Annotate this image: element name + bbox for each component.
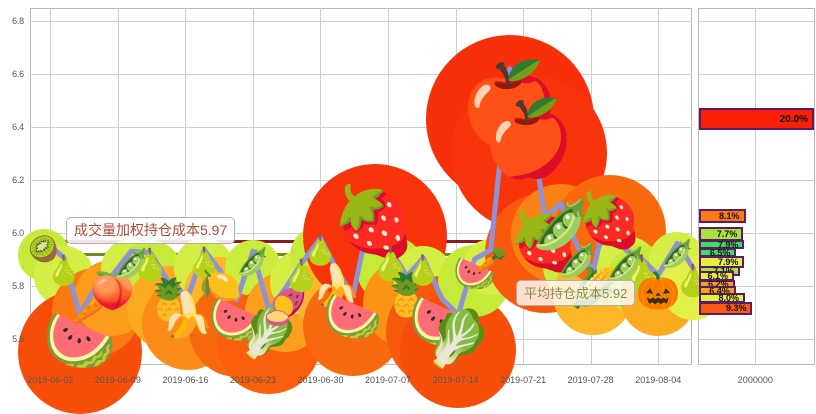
- y-gridline-volume: [698, 285, 815, 287]
- price-polyline: [41, 66, 696, 318]
- volume-price-bar: 9.3%: [699, 301, 753, 315]
- price-point-marker-pear: 🍐: [302, 233, 339, 267]
- price-point-marker-beet: 🍠: [261, 283, 309, 328]
- price-point-marker-apple: 🍎: [482, 95, 575, 182]
- price-point-marker-pineapple: 🍍: [144, 276, 194, 323]
- volume-price-bar: 8.0%: [699, 292, 745, 303]
- y-axis-tick: 5.8: [12, 280, 24, 291]
- volume-bar-label: 8.1%: [719, 210, 740, 221]
- price-point-marker-peapod: 🫛: [236, 246, 270, 278]
- volume-bar-label: 6.2%: [708, 279, 729, 290]
- volume-axis-tick: 2000000: [737, 375, 773, 385]
- volume-bar-label: 7.7%: [716, 229, 738, 240]
- price-point-marker-peapod: 🫛: [557, 241, 598, 280]
- x-axis-tick: 2019-06-23: [229, 375, 276, 385]
- volume-bar-label: 8.0%: [718, 292, 739, 303]
- price-point-marker-peapod: 🫛: [660, 238, 694, 270]
- price-point-marker-peapod: 🫛: [113, 246, 150, 280]
- y-axis-tick: 6.4: [12, 122, 24, 132]
- x-gridline: [455, 8, 457, 365]
- x-gridline: [50, 8, 52, 365]
- price-point-marker-strawberry: 🍓: [509, 208, 581, 275]
- volume-bar-label: 20.0%: [779, 113, 808, 125]
- price-point-marker-pineapple: 🍍: [380, 269, 433, 319]
- x-axis-tick: 2019-07-07: [364, 375, 412, 385]
- x-axis-tick: 2019-07-28: [567, 375, 614, 385]
- price-point-marker-apple: 🍎: [459, 57, 560, 151]
- volume-price-bar: 8.1%: [699, 208, 746, 223]
- volume-bar-label: 6.4%: [709, 285, 730, 296]
- y-axis-tick: 6.8: [12, 16, 24, 27]
- y-gridline: [30, 74, 692, 76]
- price-point-marker-radish: 🥬: [423, 306, 493, 371]
- price-point-marker-peapod: 🫛: [605, 245, 646, 284]
- volume-bar-label: 6.5%: [709, 247, 731, 258]
- average-cost-label: 平均持仓成本5.92: [516, 280, 636, 306]
- y-axis-tick: 5.6: [12, 333, 24, 344]
- x-axis-tick: 2019-06-30: [297, 375, 344, 385]
- volume-price-bar: 20.0%: [699, 108, 814, 131]
- y-gridline-volume: [698, 74, 815, 76]
- volume-bar-label: 7.9%: [717, 239, 739, 250]
- y-axis-tick: 6.2: [12, 174, 24, 185]
- price-point-marker-watermelon-slice: 🍉: [408, 290, 476, 353]
- volume-bar-label: 7.9%: [717, 256, 739, 267]
- x-gridline: [252, 8, 254, 365]
- price-point-marker-kiwi: 🥝: [28, 234, 59, 264]
- price-point-marker-banana: 🍌: [311, 263, 362, 310]
- y-axis-tick: 6.6: [12, 69, 24, 80]
- volume-price-bar: 7.7%: [699, 227, 744, 242]
- price-point-marker-radish: 🥬: [238, 302, 300, 361]
- weighted-cost-label: 成交量加权持仓成本5.97: [66, 217, 236, 244]
- y-gridline-volume: [698, 232, 815, 234]
- x-axis-tick: 2019-06-02: [27, 375, 74, 385]
- volume-price-bar: 7.9%: [699, 255, 745, 268]
- x-gridline: [658, 8, 660, 365]
- x-gridline: [117, 8, 119, 365]
- price-point-marker-watermelon: 🍉: [208, 293, 266, 347]
- x-axis-tick: 2019-06-16: [162, 375, 209, 385]
- price-point-marker-pumpkin: 🎃: [635, 270, 681, 312]
- price-point-marker-pear: 🍐: [282, 258, 321, 294]
- y-gridline: [30, 127, 692, 128]
- volume-bar-label: 6.1%: [707, 271, 729, 282]
- price-point-marker-watermelon: 🍉: [43, 305, 117, 375]
- y-axis-tick: 6.0: [12, 227, 24, 238]
- volume-bar-label: 7.1%: [713, 266, 738, 276]
- price-point-marker-carrot: 🥕: [474, 245, 508, 277]
- x-axis-tick: 2019-07-21: [500, 375, 547, 385]
- price-point-marker-watermelon: 🍉: [323, 289, 383, 345]
- price-point-marker-pear: 🍐: [131, 247, 170, 283]
- price-point-marker-pear: 🍐: [370, 245, 411, 284]
- x-axis-tick: 2019-08-04: [635, 375, 682, 385]
- x-axis-tick: 2019-07-14: [432, 375, 479, 385]
- y-gridline-volume: [698, 21, 815, 23]
- price-point-marker-strawberry: 🍓: [576, 188, 643, 251]
- price-point-marker-banana: 🍌: [160, 289, 216, 341]
- price-point-marker-pear: 🍐: [186, 245, 223, 279]
- x-gridline: [185, 8, 187, 365]
- x-axis-tick: 2019-06-09: [94, 375, 141, 385]
- price-point-marker-strawberry: 🍓: [331, 183, 418, 263]
- price-point-marker-leaf: 🍐: [46, 253, 82, 287]
- price-point-marker-carrot: 🥕: [70, 279, 123, 329]
- y-gridline-volume: [698, 179, 815, 181]
- price-point-marker-peach: 🍑: [89, 270, 135, 312]
- price-point-marker-peapod: 🫛: [531, 196, 591, 252]
- y-gridline-volume: [698, 338, 815, 340]
- price-point-marker-pear: 🍐: [405, 253, 441, 287]
- volume-bar-label: 9.3%: [725, 303, 747, 314]
- y-gridline: [30, 21, 692, 23]
- price-point-marker-watermelon: 🍉: [453, 254, 496, 295]
- price-point-marker-lemon: 🍋: [199, 266, 242, 307]
- x-gridline-volume: [755, 8, 757, 365]
